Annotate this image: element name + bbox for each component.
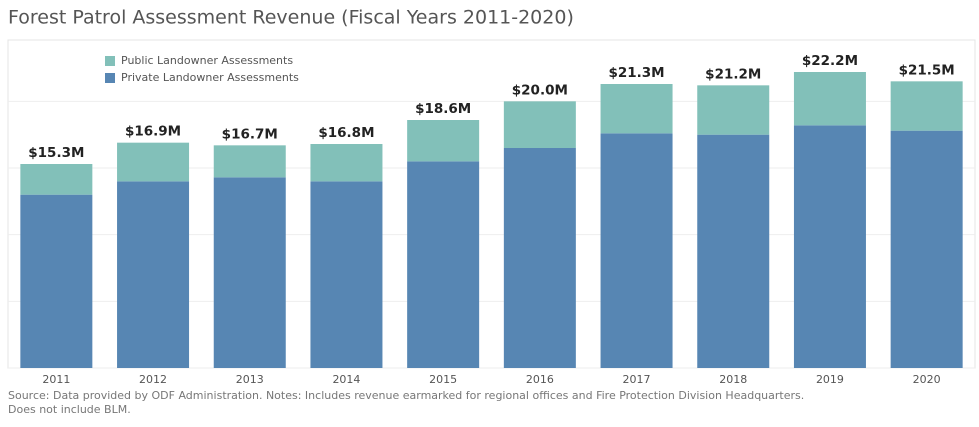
bar-segment bbox=[407, 120, 480, 162]
bar-segment bbox=[310, 144, 383, 182]
total-label: $16.8M bbox=[318, 125, 374, 141]
bar-segment bbox=[600, 133, 673, 368]
legend-label: Public Landowner Assessments bbox=[121, 54, 293, 67]
x-tick-label: 2011 bbox=[42, 373, 70, 386]
legend-label: Private Landowner Assessments bbox=[121, 71, 299, 84]
x-tick-label: 2015 bbox=[429, 373, 457, 386]
x-tick-label: 2020 bbox=[913, 373, 941, 386]
total-label: $21.5M bbox=[899, 62, 955, 78]
bar-segment bbox=[697, 134, 770, 368]
x-tick-label: 2018 bbox=[719, 373, 747, 386]
total-label: $20.0M bbox=[512, 82, 568, 98]
bar-segment bbox=[213, 145, 286, 178]
legend-swatch bbox=[105, 56, 115, 66]
total-label: $18.6M bbox=[415, 101, 471, 117]
total-label: $21.2M bbox=[705, 66, 761, 82]
bar-segment bbox=[407, 161, 480, 368]
bar-segment bbox=[890, 81, 963, 131]
total-label: $16.7M bbox=[222, 126, 278, 142]
x-tick-label: 2012 bbox=[139, 373, 167, 386]
x-tick-label: 2016 bbox=[526, 373, 554, 386]
x-tick-label: 2014 bbox=[332, 373, 360, 386]
bar-segment bbox=[310, 181, 383, 368]
bar-segment bbox=[117, 181, 190, 368]
x-tick-label: 2017 bbox=[623, 373, 651, 386]
note: Does not include BLM. bbox=[8, 403, 131, 416]
note: Source: Data provided by ODF Administrat… bbox=[8, 389, 804, 402]
bar-segment bbox=[697, 85, 770, 135]
bar-segment bbox=[890, 130, 963, 368]
bar-segment bbox=[20, 164, 93, 195]
x-tick-label: 2019 bbox=[816, 373, 844, 386]
bar-segment bbox=[503, 148, 576, 368]
total-label: $15.3M bbox=[28, 145, 84, 161]
bar-segment bbox=[503, 101, 576, 148]
total-label: $22.2M bbox=[802, 53, 858, 69]
total-label: $16.9M bbox=[125, 124, 181, 140]
bar-segment bbox=[213, 177, 286, 368]
chart-title: Forest Patrol Assessment Revenue (Fiscal… bbox=[8, 7, 574, 29]
total-label: $21.3M bbox=[608, 65, 664, 81]
bar-segment bbox=[117, 142, 190, 182]
x-tick-label: 2013 bbox=[236, 373, 264, 386]
bar-segment bbox=[20, 194, 93, 368]
legend-swatch bbox=[105, 73, 115, 83]
bar-segment bbox=[600, 84, 673, 134]
bar-segment bbox=[793, 72, 866, 126]
bar-segment bbox=[793, 125, 866, 368]
